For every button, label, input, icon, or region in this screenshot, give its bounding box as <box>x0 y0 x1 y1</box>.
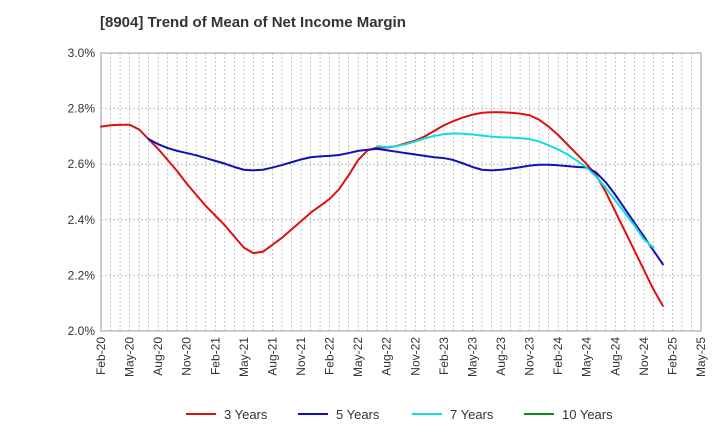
series-line-7-years <box>376 132 655 249</box>
x-tick-label: May-23 <box>465 337 479 377</box>
legend-label-3-years: 3 Years <box>224 407 268 422</box>
chart-title: [8904] Trend of Mean of Net Income Margi… <box>100 14 406 31</box>
y-tick-label: 2.2% <box>68 268 96 282</box>
y-axis: 2.0% 2.2% 2.4% 2.6% 2.8% 3.0% <box>68 46 96 338</box>
series-line-5-years <box>147 138 664 266</box>
x-tick-label: Feb-20 <box>94 337 108 375</box>
x-tick-label: Aug-23 <box>494 337 508 376</box>
y-tick-label: 2.6% <box>68 157 96 171</box>
legend-label-10-years: 10 Years <box>562 407 613 422</box>
y-tick-label: 3.0% <box>68 46 96 60</box>
series-line-3-years <box>100 111 664 307</box>
x-tick-label: Nov-24 <box>637 337 651 376</box>
x-tick-label: May-25 <box>694 337 708 377</box>
x-tick-label: Nov-20 <box>180 337 194 376</box>
x-tick-label: Nov-21 <box>294 337 308 376</box>
x-tick-label: Feb-25 <box>665 337 679 375</box>
x-tick-label: May-24 <box>580 337 594 377</box>
x-tick-label: Feb-21 <box>208 337 222 375</box>
x-tick-label: Feb-22 <box>323 337 337 375</box>
x-tick-label: Aug-20 <box>151 337 165 376</box>
plot-border <box>100 52 702 332</box>
legend-label-7-years: 7 Years <box>450 407 494 422</box>
x-tick-label: Aug-21 <box>265 337 279 376</box>
plot-area <box>100 52 702 332</box>
x-tick-label: May-22 <box>351 337 365 377</box>
y-tick-label: 2.8% <box>68 102 96 116</box>
grid <box>101 53 701 331</box>
x-tick-label: Nov-23 <box>523 337 537 376</box>
legend: 3 Years 5 Years 7 Years 10 Years <box>186 407 613 422</box>
series-lines <box>100 111 664 307</box>
legend-label-5-years: 5 Years <box>336 407 380 422</box>
x-tick-label: Feb-24 <box>551 337 565 375</box>
x-tick-label: Nov-22 <box>408 337 422 376</box>
x-tick-label: Feb-23 <box>437 337 451 375</box>
x-tick-label: Aug-24 <box>608 337 622 376</box>
y-tick-label: 2.0% <box>68 324 96 338</box>
x-tick-label: Aug-22 <box>380 337 394 376</box>
x-tick-label: May-21 <box>237 337 251 377</box>
x-axis: Feb-20 May-20 Aug-20 Nov-20 Feb-21 May-21 Aug-… <box>94 337 708 377</box>
x-tick-label: May-20 <box>123 337 137 377</box>
y-tick-label: 2.4% <box>68 213 96 227</box>
